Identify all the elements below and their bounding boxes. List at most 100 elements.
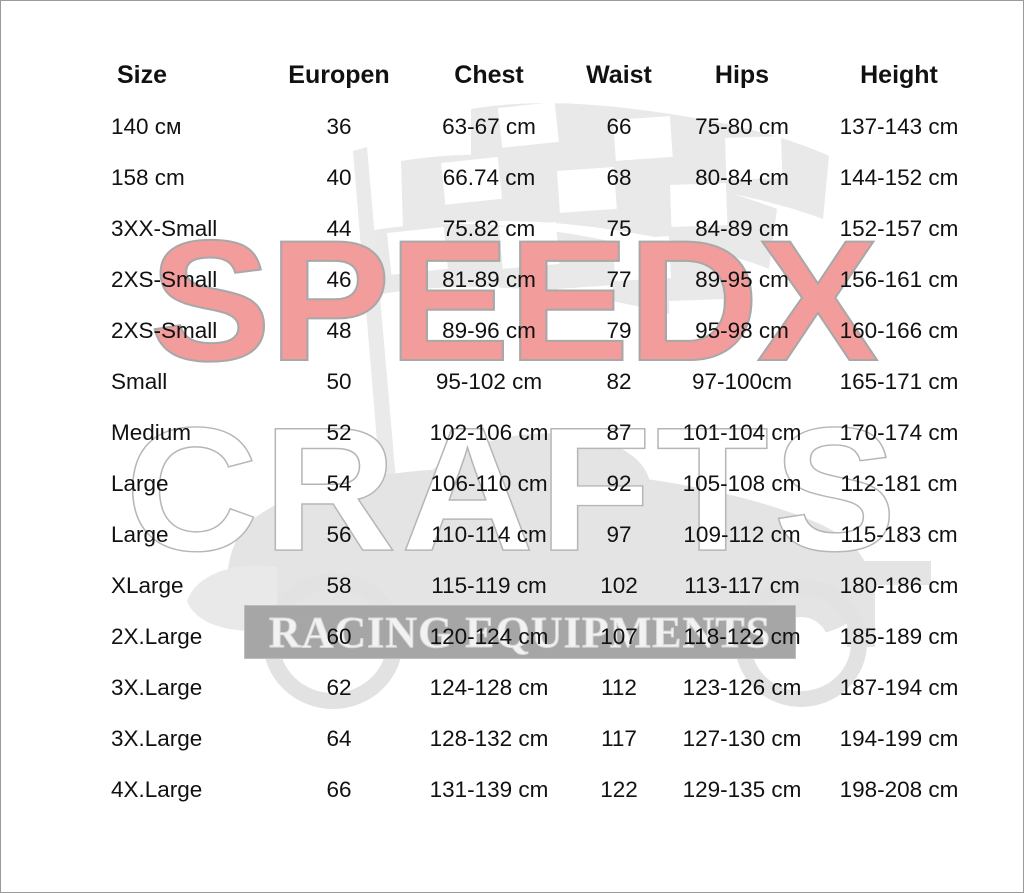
cell-waist: 75 [606,215,632,241]
cell-chest: 63-67 cm [442,113,536,139]
cell-waist: 82 [606,368,632,394]
cell-europen: 52 [326,419,352,445]
table-row: Small 50 95-102 cm 82 97-100cm 165-171 cm [105,356,983,407]
cell-waist: 97 [606,521,632,547]
cell-hips: 105-108 cm [682,470,802,496]
cell-height: 170-174 cm [839,419,959,445]
cell-size: 3XX-Small [111,215,218,241]
table-body: 140 см 36 63-67 cm 66 75-80 cm 137-143 cm 158 … [105,101,983,815]
table-row: 3X.Large 64 128-132 cm 117 127-130 cm 194-199… [105,713,983,764]
cell-europen: 62 [326,674,352,700]
cell-hips: 127-130 cm [682,725,802,751]
cell-chest: 110-114 cm [431,521,547,547]
cell-waist: 87 [606,419,632,445]
cell-europen: 44 [326,215,352,241]
table-row: 158 cm 40 66.74 cm 68 80-84 cm 144-152 cm [105,152,983,203]
cell-height: 156-161 cm [839,266,959,292]
cell-height: 187-194 cm [839,674,959,700]
cell-size: 2X.Large [111,623,203,649]
cell-size: 2XS-Small [111,317,218,343]
column-header-europen: Europen [288,60,390,89]
cell-height: 180-186 cm [839,572,959,598]
cell-waist: 107 [600,623,638,649]
cell-waist: 66 [606,113,632,139]
cell-waist: 92 [606,470,632,496]
cell-hips: 113-117 cm [684,572,800,598]
column-header-waist: Waist [586,60,652,89]
cell-chest: 95-102 cm [435,368,543,394]
cell-europen: 36 [326,113,352,139]
cell-waist: 102 [600,572,638,598]
cell-europen: 48 [326,317,352,343]
cell-size: Large [111,521,169,547]
cell-chest: 75.82 cm [442,215,536,241]
table-row: 140 см 36 63-67 cm 66 75-80 cm 137-143 cm [105,101,983,152]
cell-size: 3X.Large [111,725,203,751]
cell-hips: 95-98 cm [695,317,789,343]
cell-hips: 109-112 cm [683,521,801,547]
table-row: Large 56 110-114 cm 97 109-112 cm 115-183 cm [105,509,983,560]
cell-hips: 118-122 cm [683,623,801,649]
cell-chest: 81-89 cm [442,266,536,292]
table-row: 4X.Large 66 131-139 cm 122 129-135 cm 198-208… [105,764,983,815]
cell-height: 152-157 cm [839,215,959,241]
column-header-hips: Hips [714,60,770,89]
table-row: XLarge 58 115-119 cm 102 113-117 cm 180-186 c… [105,560,983,611]
column-header-chest: Chest [454,60,524,89]
cell-hips: 129-135 cm [682,776,802,802]
cell-waist: 68 [606,164,632,190]
cell-europen: 56 [326,521,352,547]
cell-waist: 122 [600,776,638,802]
column-header-size: Size [117,60,168,89]
cell-size: 3X.Large [111,674,203,700]
table-row: Medium 52 102-106 cm 87 101-104 cm 170-174 cm [105,407,983,458]
cell-size: XLarge [111,572,184,598]
cell-hips: 101-104 cm [682,419,802,445]
cell-height: 112-181 cm [840,470,958,496]
cell-height: 115-183 cm [840,521,958,547]
cell-waist: 77 [606,266,632,292]
cell-chest: 106-110 cm [430,470,548,496]
cell-europen: 40 [326,164,352,190]
cell-height: 165-171 cm [839,368,959,394]
cell-waist: 112 [601,674,637,700]
cell-size: 140 см [111,113,182,139]
cell-chest: 120-124 cm [429,623,549,649]
cell-europen: 58 [326,572,352,598]
cell-hips: 123-126 cm [682,674,802,700]
cell-hips: 80-84 cm [695,164,789,190]
cell-chest: 89-96 cm [442,317,536,343]
table-row: 3XX-Small 44 75.82 cm 75 84-89 cm 152-157 cm [105,203,983,254]
cell-chest: 131-139 cm [429,776,549,802]
table-row: 2XS-Small 48 89-96 cm 79 95-98 cm 160-166 cm [105,305,983,356]
cell-height: 144-152 cm [839,164,959,190]
cell-height: 185-189 cm [839,623,959,649]
cell-size: 4X.Large [111,776,203,802]
cell-chest: 102-106 cm [429,419,549,445]
cell-size: Small [111,368,168,394]
cell-height: 198-208 cm [839,776,959,802]
cell-size: Medium [111,419,192,445]
cell-size: 158 cm [111,164,185,190]
cell-chest: 128-132 cm [429,725,549,751]
cell-europen: 50 [326,368,352,394]
table-header: Size Europen Chest Waist Hips Height [105,49,983,101]
cell-europen: 54 [326,470,352,496]
cell-europen: 64 [326,725,352,751]
cell-height: 137-143 cm [839,113,959,139]
header-row: Size Europen Chest Waist Hips Height [105,49,983,101]
cell-height: 160-166 cm [839,317,959,343]
cell-height: 194-199 cm [839,725,959,751]
cell-chest: 66.74 cm [442,164,536,190]
table-row: 2X.Large 60 120-124 cm 107 118-122 cm 185-189… [105,611,983,662]
cell-europen: 60 [326,623,352,649]
cell-hips: 89-95 cm [695,266,789,292]
cell-europen: 66 [326,776,352,802]
cell-europen: 46 [326,266,352,292]
column-header-height: Height [860,60,938,89]
table-row: Large 54 106-110 cm 92 105-108 cm 112-181 cm [105,458,983,509]
size-chart-table: Size Europen Chest Waist Hips Height 140… [105,49,983,815]
cell-chest: 124-128 cm [429,674,549,700]
cell-size: Large [111,470,169,496]
